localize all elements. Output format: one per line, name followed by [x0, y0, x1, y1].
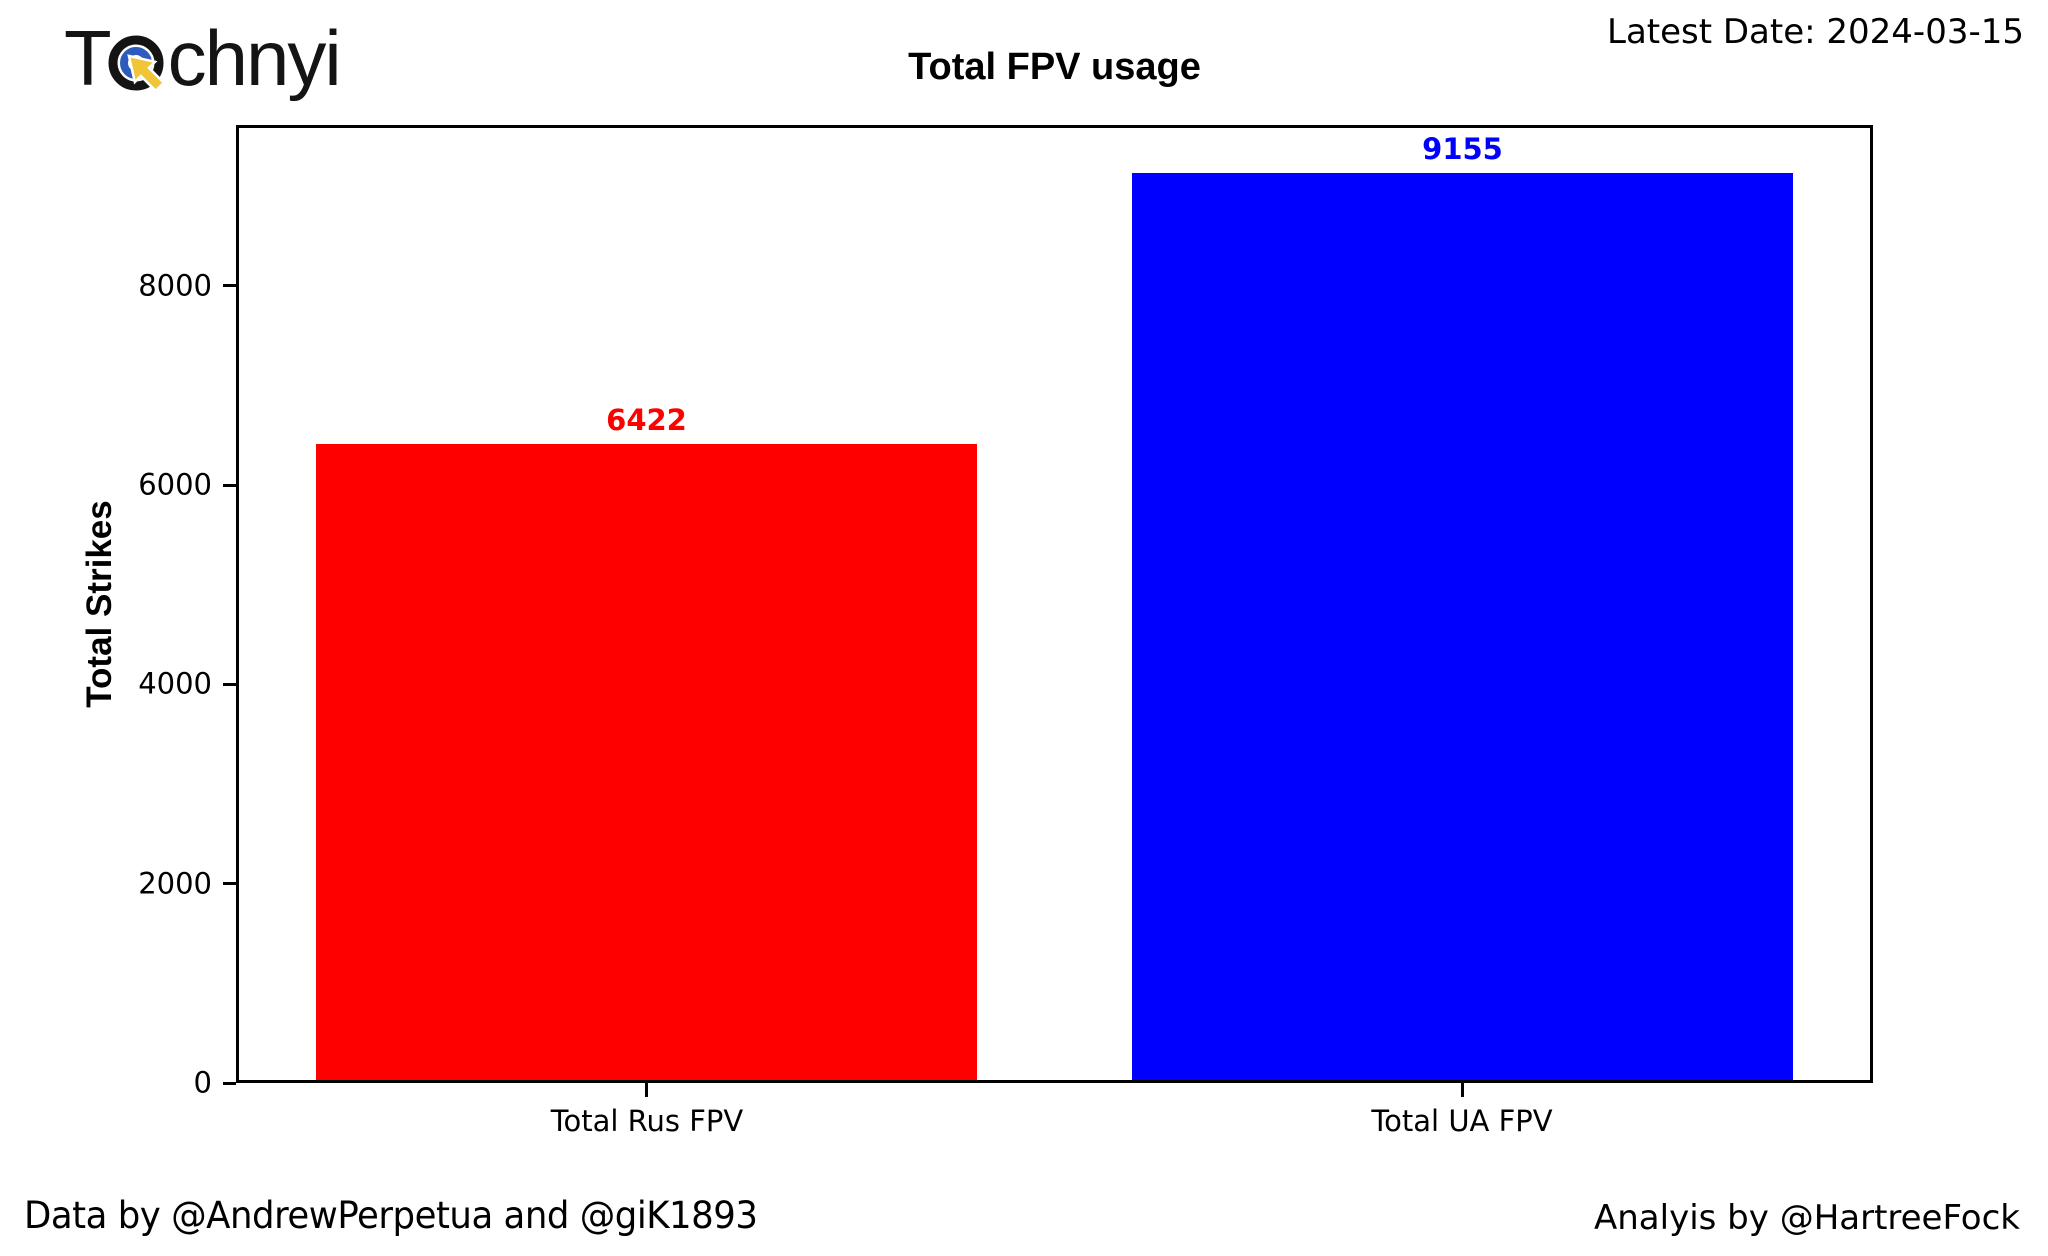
- bar-total-rus-fpv: [316, 444, 977, 1080]
- y-tick-label: 0: [193, 1065, 212, 1100]
- latest-date-label: Latest Date: 2024-03-15: [1607, 12, 2024, 52]
- bar-total-ua-fpv: [1132, 173, 1793, 1080]
- y-tick-mark: [223, 284, 236, 287]
- plot-area: 6422 9155: [236, 125, 1873, 1083]
- y-tick-mark: [223, 882, 236, 885]
- y-tick-label: 4000: [138, 666, 212, 701]
- y-tick-mark: [223, 484, 236, 487]
- target-cursor-icon: [108, 35, 166, 93]
- y-tick-label: 6000: [138, 467, 212, 502]
- y-tick-label: 8000: [138, 268, 212, 303]
- analysis-credit: Analyis by @HartreeFock: [1594, 1198, 2020, 1238]
- y-tick-label: 2000: [138, 866, 212, 901]
- x-tick-label-rus: Total Rus FPV: [550, 1104, 744, 1138]
- logo-text-suffix: chnyi: [167, 14, 342, 102]
- y-tick-mark: [223, 683, 236, 686]
- technyi-logo: T chnyi: [64, 14, 342, 102]
- y-tick-mark: [223, 1082, 236, 1085]
- data-credit: Data by @AndrewPerpetua and @giK1893: [24, 1194, 758, 1237]
- bar-value-total-rus-fpv: 6422: [606, 403, 687, 437]
- x-tick-mark-ua: [1461, 1083, 1464, 1097]
- x-tick-label-ua: Total UA FPV: [1371, 1104, 1553, 1138]
- x-tick-mark-rus: [645, 1083, 648, 1097]
- chart-title: Total FPV usage: [908, 46, 1201, 88]
- logo-text-prefix: T: [64, 14, 112, 102]
- bar-value-total-ua-fpv: 9155: [1422, 132, 1503, 166]
